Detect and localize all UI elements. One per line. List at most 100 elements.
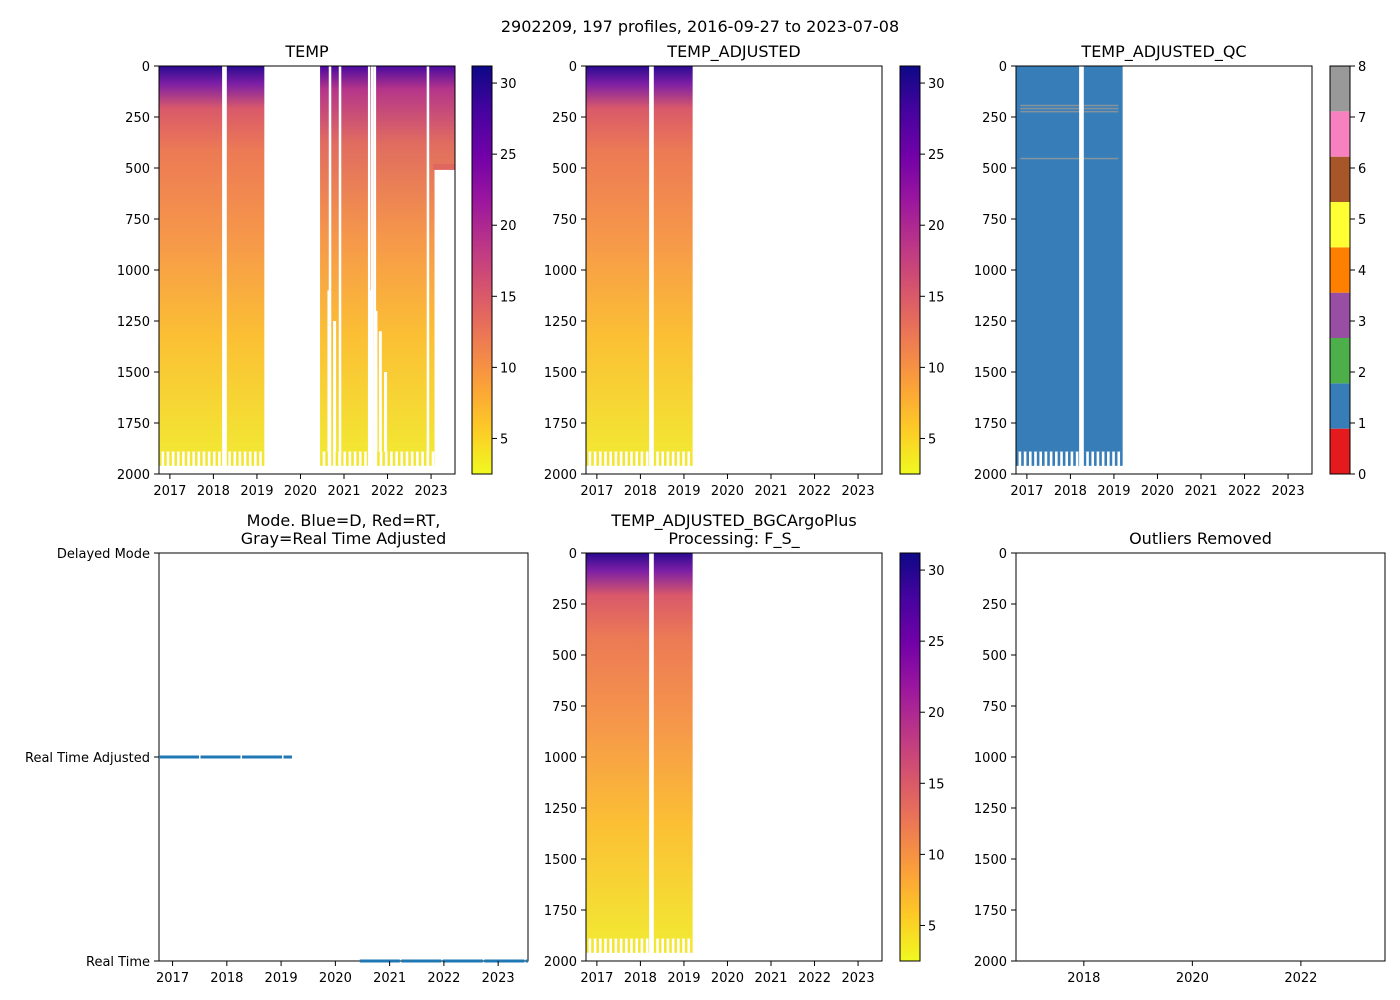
- y-tick-label: 1250: [974, 315, 1007, 330]
- profile-tail: [1036, 451, 1040, 466]
- y-tick-label: 2000: [974, 955, 1007, 970]
- profile-tail: [429, 451, 432, 466]
- profile-tail: [617, 451, 620, 466]
- colorbar-tick-label: 25: [928, 148, 945, 163]
- profile-tail: [679, 938, 683, 953]
- profile-tail: [1094, 451, 1097, 466]
- short-profile-gap: [369, 290, 373, 452]
- profile-tail: [174, 451, 177, 466]
- colorbar-tick-label: 10: [928, 361, 945, 376]
- x-tick-label: 2018: [1067, 971, 1100, 986]
- qc-flag-line: [1020, 104, 1119, 107]
- profile-tail: [1057, 451, 1061, 466]
- colorbar-swatch: [1330, 111, 1350, 157]
- profile-tail: [606, 451, 610, 466]
- y-tick-label: 1000: [544, 264, 577, 279]
- heatmap-segment: [159, 66, 265, 452]
- profile-tail: [225, 451, 229, 466]
- profile-tail: [169, 451, 172, 466]
- profile-tail: [320, 451, 323, 466]
- profile-tail: [1047, 451, 1050, 466]
- profile-tail: [617, 938, 620, 953]
- profile-gap: [651, 553, 654, 961]
- x-tick-label: 2018: [1054, 484, 1087, 499]
- x-tick-label: 2022: [371, 484, 404, 499]
- y-tick-label: 1500: [974, 853, 1007, 868]
- missing-data: [434, 165, 455, 474]
- y-tick-label: 0: [569, 547, 577, 562]
- profile-tail: [164, 451, 167, 466]
- profile-tail: [586, 938, 589, 953]
- panel-title: Processing: F_S_: [668, 529, 800, 549]
- profile-gap: [649, 66, 652, 474]
- profile-tail: [684, 451, 688, 466]
- y-tick-label: 1250: [117, 315, 150, 330]
- profile-tail: [653, 451, 657, 466]
- colorbar-tick-label: 15: [928, 290, 945, 305]
- x-tick-label: 2021: [754, 971, 787, 986]
- colorbar-tick-label: 30: [928, 564, 945, 579]
- profile-tail: [591, 938, 594, 953]
- profile-gap: [1079, 66, 1082, 474]
- y-tick-label: 750: [982, 700, 1007, 715]
- profile-tail: [246, 451, 249, 466]
- profile-tail: [674, 938, 678, 953]
- heatmap-body: [586, 553, 693, 961]
- x-tick-label: 2019: [1097, 484, 1130, 499]
- x-tick-label: 2020: [711, 484, 744, 499]
- x-tick-label: 2018: [197, 484, 230, 499]
- x-tick-label: 2023: [1272, 484, 1305, 499]
- y-tick-label: 1750: [117, 417, 150, 432]
- profile-tail: [596, 938, 600, 953]
- profile-tail: [236, 451, 239, 466]
- profile-tail: [669, 938, 672, 953]
- colorbar-tick-label: 30: [500, 77, 517, 92]
- y-tick-label: 1750: [974, 904, 1007, 919]
- x-tick-label: 2021: [373, 971, 406, 986]
- short-profile-gap: [333, 321, 337, 452]
- profile-tail: [340, 451, 344, 466]
- profile-tail: [664, 938, 667, 953]
- colorbar-frame: [899, 552, 921, 962]
- panel-title: TEMP_ADJUSTED_QC: [1080, 42, 1246, 62]
- colorbar-tick-label: 15: [500, 290, 517, 305]
- profile-tail: [638, 451, 641, 466]
- profile-tail: [330, 451, 334, 466]
- profile-tail: [674, 451, 678, 466]
- y-tick-label: 2000: [974, 468, 1007, 483]
- profile-tail: [1026, 451, 1030, 466]
- profile-tail: [159, 451, 162, 466]
- profile-tail: [408, 451, 411, 466]
- colorbar-tick-label: 2: [1358, 366, 1366, 381]
- y-tick-label: 750: [552, 700, 577, 715]
- y-tick-label: 0: [569, 60, 577, 75]
- colorbar-gradient: [900, 66, 920, 474]
- profile-tail: [664, 451, 667, 466]
- profile-tail: [690, 451, 693, 466]
- y-tick-label: 0: [142, 60, 150, 75]
- x-tick-label: 2017: [580, 484, 613, 499]
- colorbar-swatch: [1330, 383, 1350, 429]
- profile-tail: [351, 451, 354, 466]
- profile-tail: [261, 451, 265, 466]
- x-tick-label: 2023: [842, 484, 875, 499]
- x-tick-label: 2022: [1284, 971, 1317, 986]
- profile-tail: [669, 451, 672, 466]
- x-tick-label: 2022: [1228, 484, 1261, 499]
- y-tick-label: 500: [982, 649, 1007, 664]
- heatmap-body: [1016, 66, 1123, 474]
- y-tick-label: 750: [552, 213, 577, 228]
- colorbar-swatch: [1330, 66, 1350, 112]
- profile-tail: [387, 451, 391, 466]
- profile-tail: [612, 451, 615, 466]
- y-tick-label: Delayed Mode: [57, 547, 150, 562]
- profile-gap: [426, 66, 430, 474]
- colorbar-frame: [471, 65, 493, 475]
- colorbar-tick-label: 8: [1358, 60, 1366, 75]
- profile-gap: [222, 66, 225, 474]
- panel-title: TEMP: [284, 42, 329, 61]
- x-tick-label: 2022: [798, 484, 831, 499]
- colorbar-tick-label: 5: [1358, 213, 1366, 228]
- y-tick-label: 1000: [974, 751, 1007, 766]
- x-tick-label: 2019: [667, 971, 700, 986]
